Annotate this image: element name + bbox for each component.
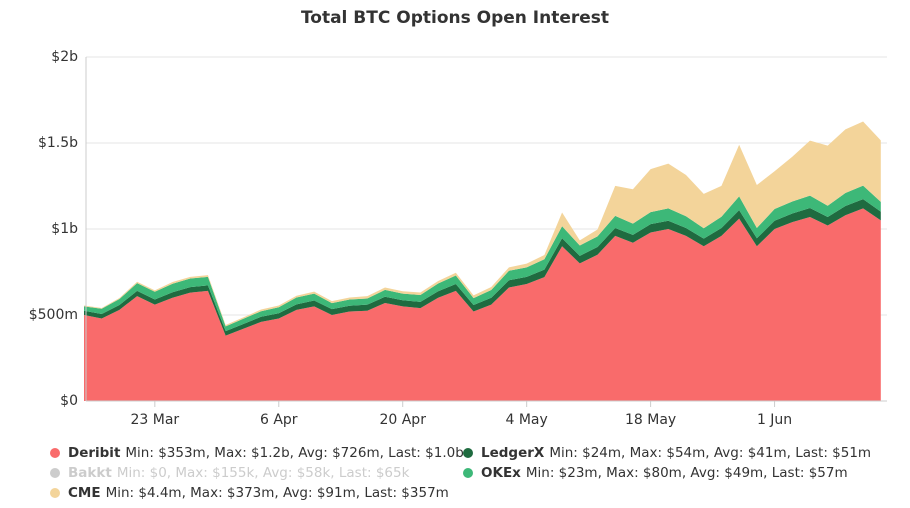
y-tick-label: $2b xyxy=(51,49,78,65)
y-tick-label: $1.5b xyxy=(38,135,78,151)
legend-stats: Min: $353m, Max: $1.2b, Avg: $726m, Last… xyxy=(125,445,463,461)
legend-text: Deribit Min: $353m, Max: $1.2b, Avg: $726… xyxy=(68,445,464,461)
legend-marker xyxy=(463,448,473,458)
legend-text: OKEx Min: $23m, Max: $80m, Avg: $49m, Las… xyxy=(481,465,848,481)
legend-marker xyxy=(463,468,473,478)
x-tick-label: 1 Jun xyxy=(757,412,792,428)
legend-item[interactable]: Bakkt Min: $0, Max: $155k, Avg: $58k, Las… xyxy=(50,465,410,481)
x-tick-label: 4 May xyxy=(506,412,548,428)
legend-stats: Min: $4.4m, Max: $373m, Avg: $91m, Last:… xyxy=(106,485,449,501)
legend-marker xyxy=(50,488,60,498)
y-tick-label: $500m xyxy=(29,307,78,323)
legend-text: CME Min: $4.4m, Max: $373m, Avg: $91m, La… xyxy=(68,485,449,501)
x-tick-label: 20 Apr xyxy=(379,412,426,428)
x-tick-label: 18 May xyxy=(625,412,676,428)
legend-name: LedgerX xyxy=(481,445,545,461)
legend-name: Deribit xyxy=(68,445,121,461)
legend-item[interactable]: OKEx Min: $23m, Max: $80m, Avg: $49m, Las… xyxy=(463,465,848,481)
x-tick-label: 23 Mar xyxy=(130,412,179,428)
legend-name: CME xyxy=(68,485,101,501)
area xyxy=(84,185,881,332)
legend-stats: Min: $24m, Max: $54m, Avg: $41m, Last: $… xyxy=(549,445,871,461)
legend-text: LedgerX Min: $24m, Max: $54m, Avg: $41m, … xyxy=(481,445,871,461)
legend-name: Bakkt xyxy=(68,465,112,481)
legend-marker xyxy=(50,468,60,478)
chart-title: Total BTC Options Open Interest xyxy=(301,8,609,28)
legend-item[interactable]: CME Min: $4.4m, Max: $373m, Avg: $91m, La… xyxy=(50,485,449,501)
x-tick-label: 6 Apr xyxy=(260,412,298,428)
area xyxy=(84,121,881,327)
area xyxy=(84,208,881,401)
y-tick-label: $0 xyxy=(60,393,78,409)
legend-text: Bakkt Min: $0, Max: $155k, Avg: $58k, Las… xyxy=(68,465,410,481)
legend-marker xyxy=(50,448,60,458)
y-tick-label: $1b xyxy=(51,221,78,237)
legend-name: OKEx xyxy=(481,465,521,481)
legend-item[interactable]: Deribit Min: $353m, Max: $1.2b, Avg: $726… xyxy=(50,445,464,461)
legend-item[interactable]: LedgerX Min: $24m, Max: $54m, Avg: $41m, … xyxy=(463,445,871,461)
legend-stats: Min: $0, Max: $155k, Avg: $58k, Last: $6… xyxy=(117,465,410,481)
area xyxy=(84,199,881,336)
legend-stats: Min: $23m, Max: $80m, Avg: $49m, Last: $… xyxy=(526,465,848,481)
